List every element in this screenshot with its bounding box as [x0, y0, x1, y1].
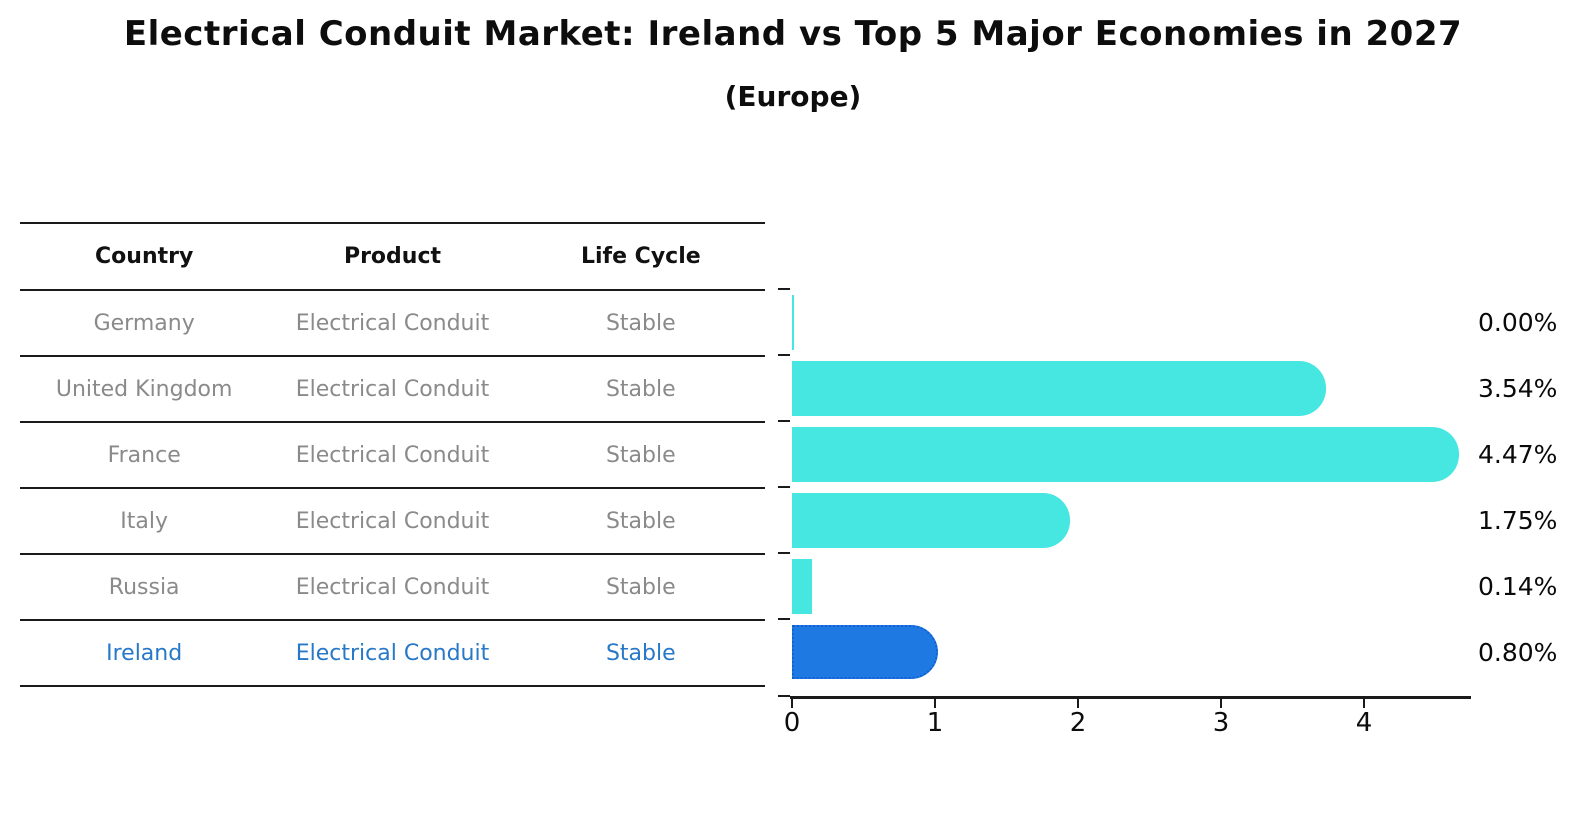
product-cell: Electrical Conduit [295, 508, 490, 534]
y-tick [778, 486, 790, 488]
life-cycle-cell: Stable [605, 574, 676, 600]
bar [792, 558, 813, 614]
product-cell: Electrical Conduit [295, 310, 490, 336]
country-cell: Russia [108, 574, 180, 600]
bar [792, 360, 1327, 416]
table-row: Italy Electrical Conduit Stable [20, 489, 765, 555]
table-header-row: Country Product Life Cycle [20, 224, 765, 291]
x-tick-label: 2 [1069, 708, 1087, 738]
x-tick-label: 1 [926, 708, 944, 738]
country-table: Country Product Life Cycle Germany Electrica… [20, 222, 765, 687]
chart-subtitle: (Europe) [724, 80, 862, 113]
product-cell: Electrical Conduit [295, 574, 490, 600]
bar [792, 426, 1460, 482]
table-header-cell: Product [343, 244, 442, 269]
table-row: United Kingdom Electrical Conduit Stable [20, 357, 765, 423]
table-header-cell: Life Cycle [580, 244, 701, 269]
life-cycle-cell: Stable [605, 640, 676, 666]
bar-ireland [792, 624, 939, 679]
x-axis-line [790, 696, 1471, 699]
y-tick [778, 288, 790, 290]
life-cycle-cell: Stable [605, 376, 676, 402]
country-cell: Germany [93, 310, 195, 336]
value-label: 4.47% [1478, 439, 1558, 469]
country-cell: United Kingdom [55, 376, 233, 402]
value-label: 3.54% [1478, 373, 1558, 403]
product-cell: Electrical Conduit [295, 640, 490, 666]
country-cell: France [107, 442, 181, 468]
y-tick [778, 420, 790, 422]
x-tick [1220, 699, 1222, 708]
x-tick [1363, 699, 1365, 708]
product-cell: Electrical Conduit [295, 442, 490, 468]
x-tick-label: 3 [1212, 708, 1230, 738]
value-label: 0.80% [1478, 637, 1558, 667]
country-cell: Italy [120, 508, 169, 534]
country-cell: Ireland [106, 640, 183, 666]
table-row: Ireland Electrical Conduit Stable [20, 621, 765, 687]
table-row: Russia Electrical Conduit Stable [20, 555, 765, 621]
chart-title: Electrical Conduit Market: Ireland vs To… [123, 14, 1463, 54]
bar [792, 294, 794, 350]
table-header-cell: Country [95, 244, 194, 269]
y-tick [778, 552, 790, 554]
y-tick [778, 354, 790, 356]
x-tick-label: 0 [783, 708, 801, 738]
value-label: 0.14% [1478, 571, 1558, 601]
y-tick [778, 695, 790, 697]
bar [792, 492, 1071, 548]
value-label: 0.00% [1478, 307, 1558, 337]
value-label: 1.75% [1478, 505, 1558, 535]
life-cycle-cell: Stable [605, 508, 676, 534]
life-cycle-cell: Stable [605, 310, 676, 336]
x-tick [934, 699, 936, 708]
x-tick [791, 699, 793, 708]
table-row: Germany Electrical Conduit Stable [20, 291, 765, 357]
x-tick-label: 4 [1355, 708, 1373, 738]
table-row: France Electrical Conduit Stable [20, 423, 765, 489]
x-tick [1077, 699, 1079, 708]
y-tick [778, 618, 790, 620]
product-cell: Electrical Conduit [295, 376, 490, 402]
life-cycle-cell: Stable [605, 442, 676, 468]
